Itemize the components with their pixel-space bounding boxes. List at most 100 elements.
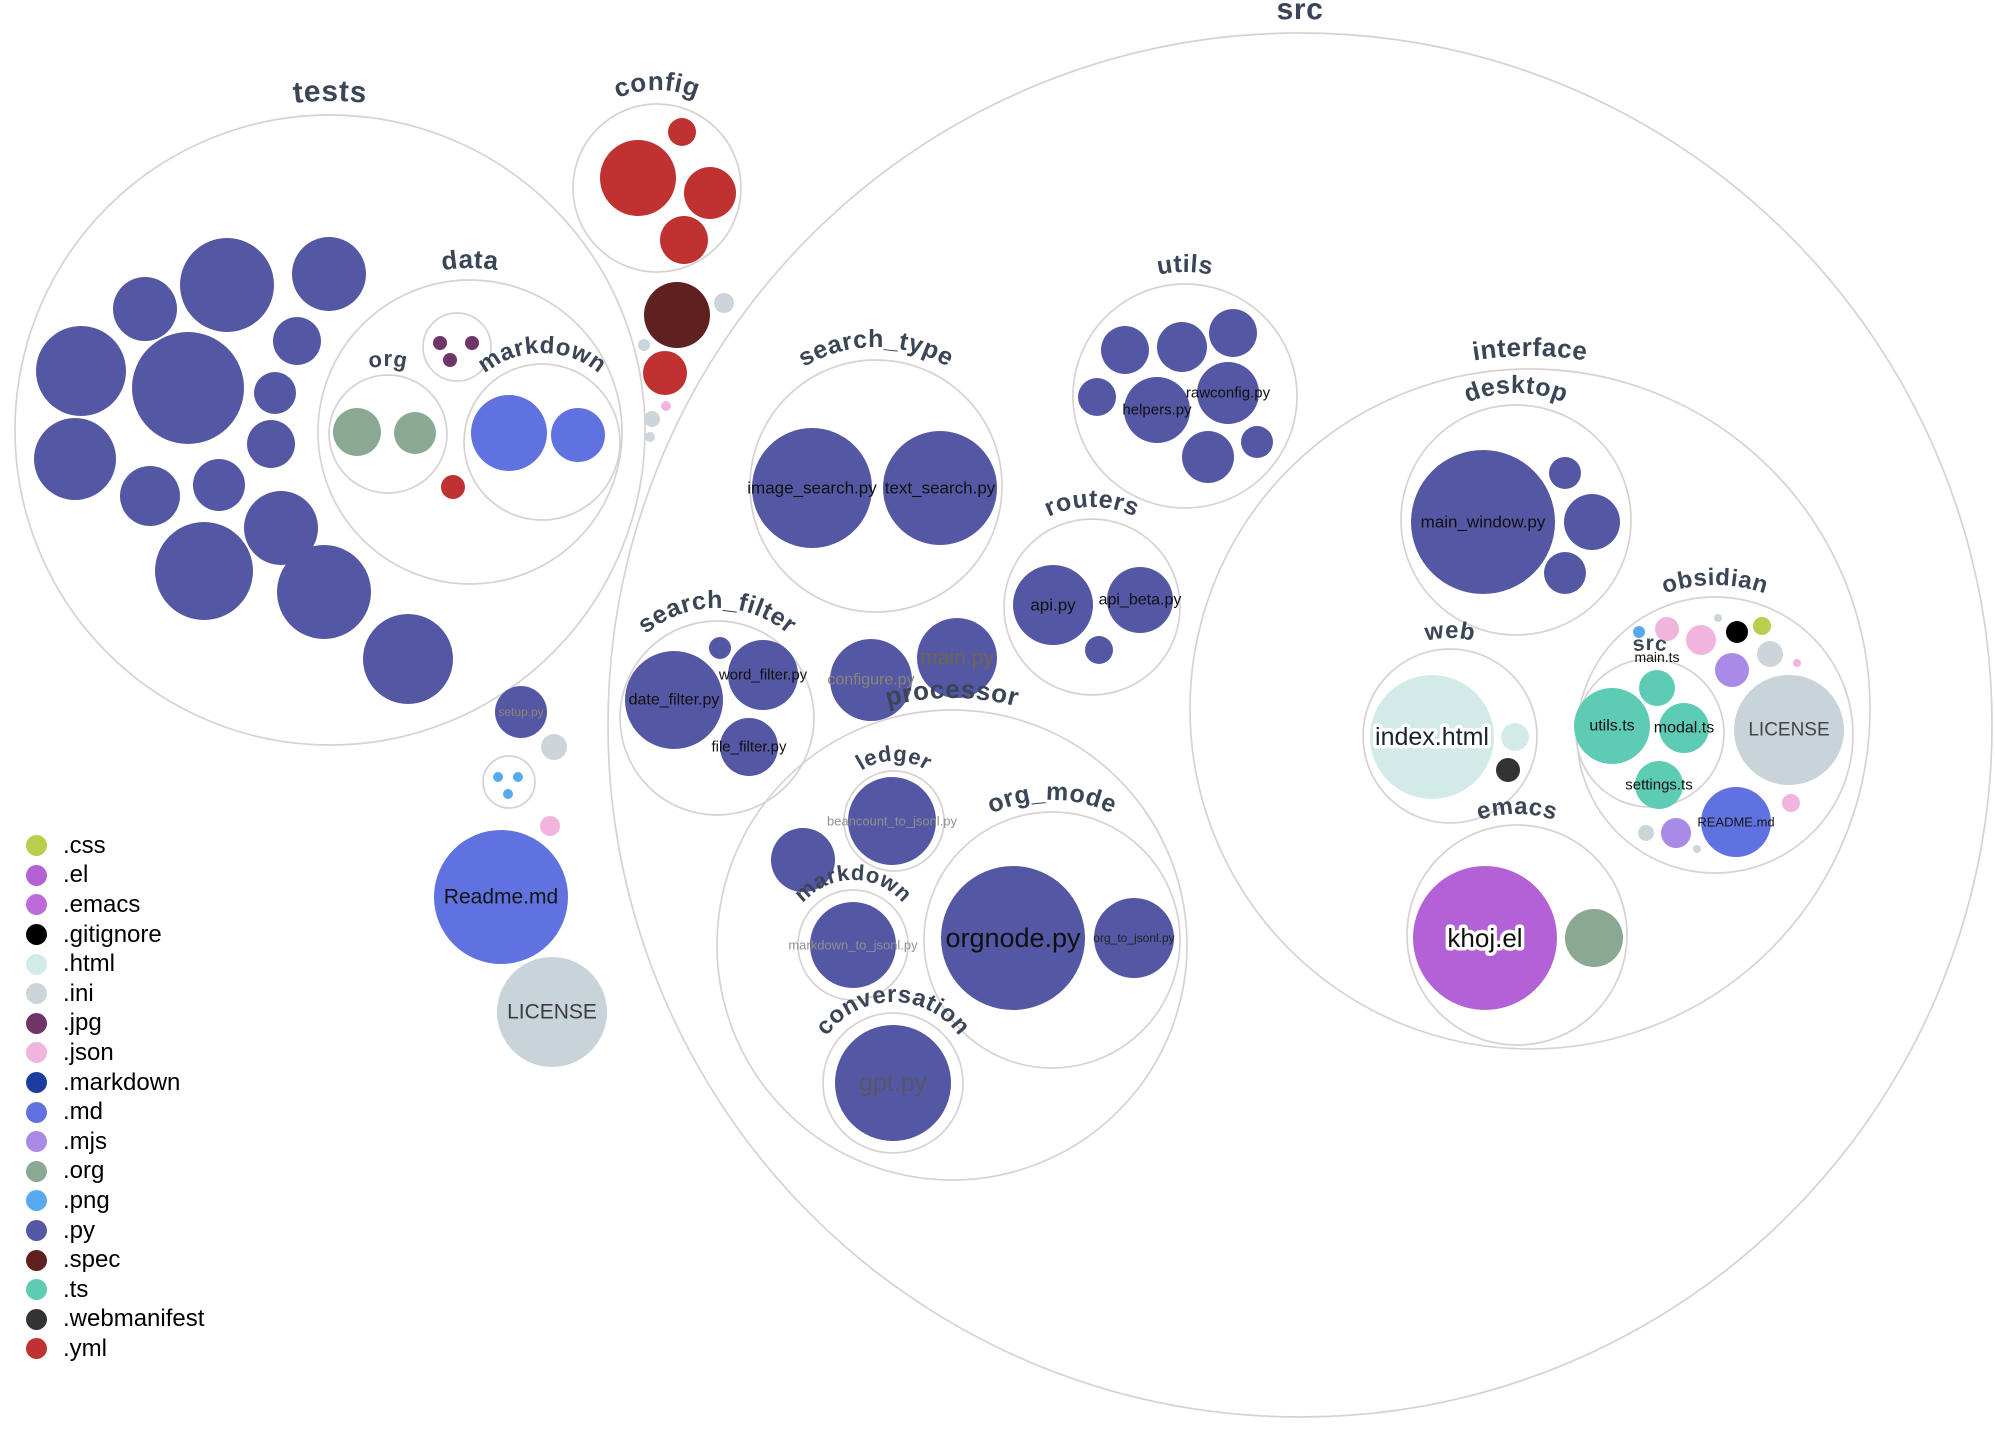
yml-color-swatch-icon [26,1338,47,1360]
file-circle-license-obsidian [1734,675,1844,785]
folder-circle-root-png-group [482,755,536,809]
file-circle-utils-py-5 [1182,431,1234,483]
file-circle-emacs-org [1565,909,1623,967]
file-circle-root-ini-4 [645,432,655,442]
file-circle-tests-py-6 [132,332,244,444]
folder-label-search_type: search_type [793,325,958,372]
file-circle-root-yml [643,351,687,395]
file-circle-orgnode-py [941,866,1085,1010]
file-label-configure-py: configure.py [827,672,914,689]
folder-circle-search_type [749,359,1003,613]
folder-label-org_mode: org_mode [983,778,1121,819]
file-circle-routers-py-3 [1085,636,1113,664]
folder-label-ledger: ledger [851,741,936,775]
folder-circle-org [328,374,448,494]
folder-circle-data [317,279,623,585]
legend-label: .mjs [63,1127,107,1155]
legend-label: .markdown [63,1068,181,1096]
file-label-image-search-py: image_search.py [747,479,877,498]
file-label-org-to-jsonl-py: org_to_jsonl.py [1093,931,1174,945]
file-circle-config-yml-4 [660,216,708,264]
file-circle-tests-py-14 [277,545,371,639]
gitignore-color-swatch-icon [26,924,47,946]
folder-label-src: src [1276,0,1323,26]
folder-label-routers: routers [1040,485,1143,522]
legend-label: .py [63,1216,96,1244]
file-circle-obsidian-json-3 [1793,659,1801,667]
file-circle-webmanifest-file [1496,758,1520,782]
folder-circle-markdown-proc [797,889,909,1001]
el-color-swatch-icon [26,864,47,886]
file-circle-index-html [1370,675,1494,799]
file-circle-utils-py-6 [1241,426,1273,458]
legend-item-mjs: .mjs [26,1127,204,1157]
file-circle-modal-ts [1659,703,1709,753]
folder-circle-data-jpg-group [422,312,492,382]
legend-label: .css [63,831,106,859]
file-circle-filter-py-small [709,637,731,659]
file-circle-png-3 [503,789,513,799]
file-circle-png-2 [513,772,523,782]
emacs-color-swatch-icon [26,894,47,916]
file-circle-config-yml-1 [600,140,676,216]
file-circle-rawconfig-py [1197,362,1259,424]
file-circle-api-py [1013,565,1093,645]
file-circle-desktop-py-3 [1564,494,1620,550]
ini-color-swatch-icon [26,983,47,1005]
legend-label: .el [63,861,89,889]
png-color-swatch-icon [26,1190,47,1212]
folder-circle-src [607,32,1993,1418]
file-circle-text-search-py [883,431,997,545]
file-circle-png-1 [493,772,503,782]
folder-circle-org_mode [923,811,1181,1069]
file-label-date-filter-py: date_filter.py [629,692,720,709]
folder-label-emacs: emacs [1474,793,1561,826]
file-circle-tests-py-8 [247,420,295,468]
file-circle-tests-py-10 [120,466,180,526]
file-circle-main-ts [1639,670,1675,706]
legend-item-emacs: .emacs [26,890,204,920]
legend-label: .png [63,1186,110,1214]
file-label-beancount-to-jsonl-py: beancount_to_jsonl.py [827,814,958,829]
file-circle-root-ini-2 [638,339,650,351]
file-circle-root-ini-5 [541,734,567,760]
file-circle-tests-py-5 [36,326,126,416]
legend-item-py: .py [26,1216,204,1246]
file-circle-org-to-jsonl-py [1094,898,1174,978]
file-circle-obsidian-css [1753,617,1771,635]
css-color-swatch-icon [26,835,47,857]
py-color-swatch-icon [26,1220,47,1242]
file-circle-main-window-py [1411,450,1555,594]
file-label-main-window-py: main_window.py [1421,513,1546,532]
file-circle-tests-py-15 [363,614,453,704]
legend-label: .yml [63,1334,107,1362]
folder-label-tests: tests [291,75,368,110]
file-circle-readme-obsidian [1701,787,1771,857]
mjs-color-swatch-icon [26,1131,47,1153]
file-circle-root-json-1 [661,401,671,411]
file-circle-date-filter-py [625,651,723,749]
file-label-gpt-py: gpt.py [859,1069,928,1097]
legend-item-json: .json [26,1038,204,1068]
file-circle-obsidian-gitignore [1726,621,1748,643]
legend-item-md: .md [26,1097,204,1127]
file-circle-main-py [917,618,997,698]
file-circle-configure-py [830,639,912,721]
folder-label-utils: utils [1155,250,1215,281]
file-label-utils-ts: utils.ts [1589,718,1634,735]
file-circle-utils-py-2 [1157,322,1207,372]
legend-item-spec: .spec [26,1245,204,1275]
file-circle-tests-py-11 [193,459,245,511]
file-circle-tests-py-4 [273,317,321,365]
file-label-khoj-el: khoj.el [1447,923,1522,953]
folder-label-search_filter: search_filter [632,586,802,639]
file-circle-obsidian-ini-3 [1638,825,1654,841]
file-circle-utils-py-1 [1101,326,1149,374]
file-circle-org-file-2 [394,412,436,454]
spec-color-swatch-icon [26,1249,47,1271]
file-label-readme-md: Readme.md [444,886,558,909]
legend-label: .org [63,1157,105,1185]
legend-item-org: .org [26,1157,204,1187]
file-circle-jpg-1 [433,336,447,350]
